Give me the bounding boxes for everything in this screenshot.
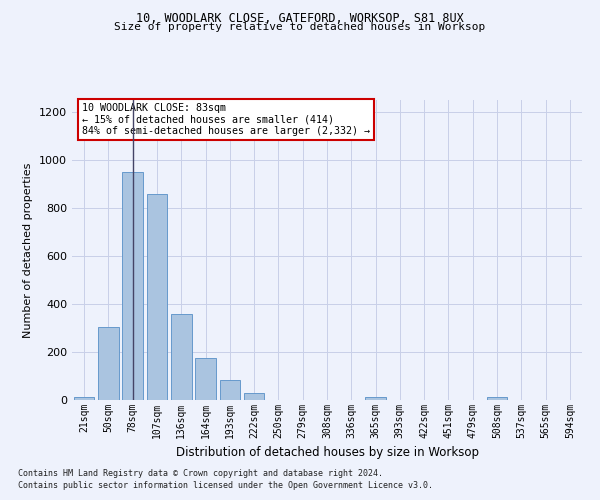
Text: Contains HM Land Registry data © Crown copyright and database right 2024.: Contains HM Land Registry data © Crown c… xyxy=(18,468,383,477)
Text: Size of property relative to detached houses in Worksop: Size of property relative to detached ho… xyxy=(115,22,485,32)
Bar xyxy=(365,397,386,400)
Bar xyxy=(74,397,94,400)
Bar xyxy=(244,393,265,400)
Bar xyxy=(171,314,191,400)
X-axis label: Distribution of detached houses by size in Worksop: Distribution of detached houses by size … xyxy=(176,446,479,460)
Bar xyxy=(220,380,240,400)
Bar xyxy=(98,327,119,400)
Bar xyxy=(195,358,216,400)
Bar xyxy=(487,397,508,400)
Bar xyxy=(146,194,167,400)
Text: 10 WOODLARK CLOSE: 83sqm
← 15% of detached houses are smaller (414)
84% of semi-: 10 WOODLARK CLOSE: 83sqm ← 15% of detach… xyxy=(82,103,370,136)
Text: Contains public sector information licensed under the Open Government Licence v3: Contains public sector information licen… xyxy=(18,481,433,490)
Y-axis label: Number of detached properties: Number of detached properties xyxy=(23,162,34,338)
Bar xyxy=(122,172,143,400)
Text: 10, WOODLARK CLOSE, GATEFORD, WORKSOP, S81 8UX: 10, WOODLARK CLOSE, GATEFORD, WORKSOP, S… xyxy=(136,12,464,26)
